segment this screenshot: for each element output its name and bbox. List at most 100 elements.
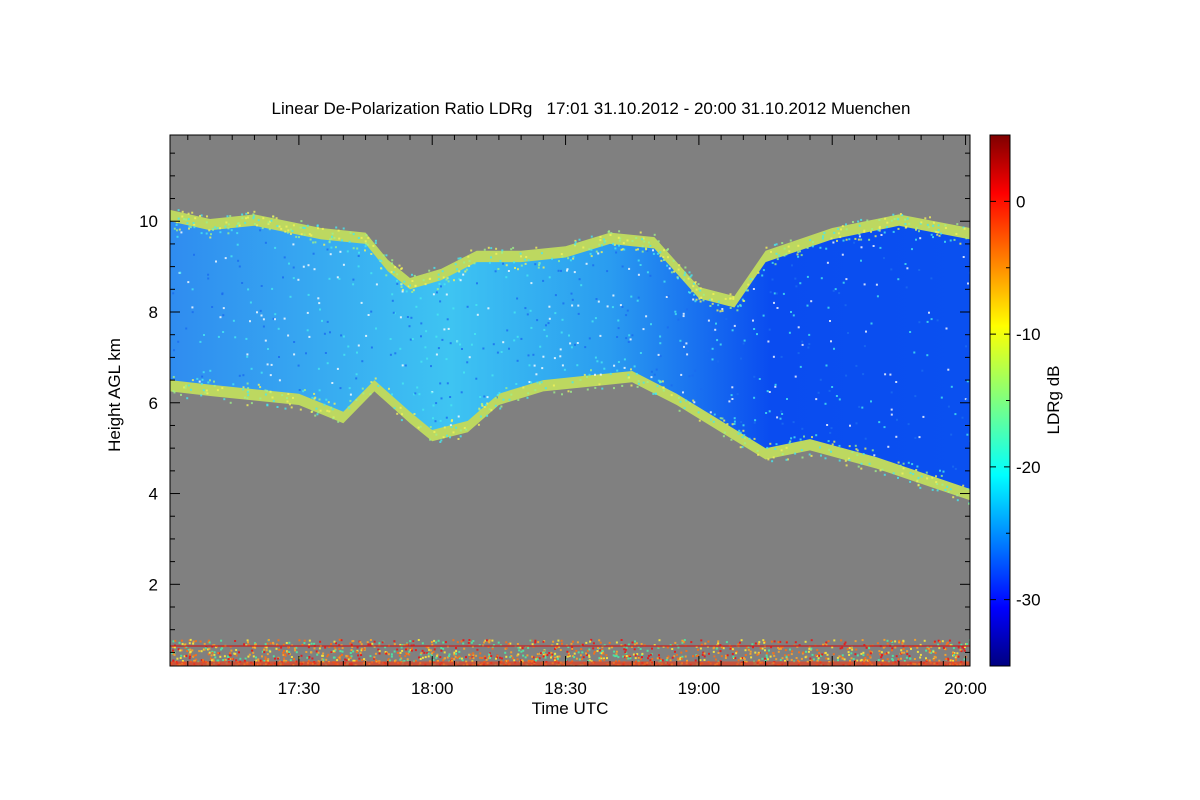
speckle-dot [753, 328, 756, 330]
speckle-dot [965, 398, 968, 401]
boundary-dot [949, 644, 952, 647]
speckle-dot [773, 301, 775, 304]
speckle-dot [321, 227, 324, 230]
boundary-dot [263, 648, 266, 651]
speckle-dot [436, 313, 439, 316]
speckle-dot [424, 283, 427, 286]
speckle-dot [177, 217, 180, 220]
boundary-dot [906, 650, 909, 653]
speckle-dot [833, 347, 835, 350]
speckle-dot [617, 361, 620, 363]
speckle-dot [899, 464, 902, 467]
boundary-dot [400, 657, 403, 660]
boundary-dot [863, 660, 866, 663]
boundary-dot [590, 638, 593, 641]
speckle-dot [878, 225, 881, 228]
speckle-dot [411, 338, 414, 340]
boundary-dot [338, 656, 341, 659]
plot-area [170, 135, 970, 666]
speckle-dot [272, 317, 275, 320]
speckle-dot [429, 438, 432, 441]
boundary-dot [427, 646, 430, 649]
boundary-dot [519, 646, 522, 649]
speckle-dot [380, 267, 383, 270]
speckle-dot [276, 225, 279, 227]
boundary-dot [862, 651, 865, 654]
speckle-dot [625, 314, 628, 317]
speckle-dot [863, 345, 866, 348]
speckle-dot [932, 224, 935, 227]
speckle-dot [331, 232, 334, 235]
speckle-dot [683, 274, 686, 277]
boundary-dot [355, 659, 358, 662]
speckle-dot [209, 379, 211, 382]
boundary-dot [390, 655, 393, 658]
boundary-dot [423, 651, 426, 654]
speckle-dot [246, 355, 249, 358]
speckle-dot [572, 255, 575, 258]
speckle-dot [527, 259, 530, 262]
boundary-dot [448, 655, 450, 658]
boundary-dot [960, 650, 963, 653]
speckle-dot [639, 352, 642, 354]
speckle-dot [396, 273, 399, 276]
boundary-dot [275, 647, 278, 650]
boundary-dot [627, 657, 630, 660]
boundary-dot [228, 654, 231, 657]
speckle-dot [606, 270, 609, 273]
speckle-dot [617, 319, 620, 322]
speckle-dot [318, 302, 321, 305]
x-tick-label-1: 18:00 [411, 679, 454, 698]
boundary-dot [189, 638, 192, 641]
speckle-dot [199, 340, 202, 343]
speckle-dot [657, 379, 660, 382]
x-tick-label-3: 19:00 [678, 679, 721, 698]
boundary-dot [188, 642, 191, 645]
boundary-dot [277, 639, 280, 642]
speckle-dot [569, 259, 572, 262]
speckle-dot [257, 383, 260, 386]
speckle-dot [545, 335, 548, 338]
boundary-dot [796, 645, 799, 648]
speckle-dot [355, 377, 358, 380]
boundary-dot [214, 656, 217, 659]
speckle-dot [492, 343, 495, 346]
speckle-dot [967, 282, 969, 285]
speckle-dot [310, 411, 313, 413]
boundary-dot [919, 656, 922, 659]
speckle-dot [400, 286, 403, 288]
speckle-dot [652, 252, 655, 255]
speckle-dot [895, 435, 898, 438]
speckle-dot [355, 373, 358, 376]
speckle-dot [721, 309, 724, 312]
speckle-dot [551, 257, 553, 260]
boundary-dot [657, 646, 660, 649]
speckle-dot [860, 218, 863, 221]
speckle-dot [328, 410, 331, 413]
speckle-dot [560, 331, 563, 334]
boundary-dot [800, 657, 803, 660]
speckle-dot [858, 224, 861, 227]
boundary-dot [596, 650, 599, 652]
boundary-dot [245, 644, 248, 647]
speckle-dot [856, 454, 859, 457]
speckle-dot [523, 258, 526, 261]
speckle-dot [663, 280, 666, 283]
speckle-dot [488, 408, 491, 411]
speckle-dot [561, 318, 564, 321]
boundary-dot [683, 639, 686, 641]
speckle-dot [225, 221, 228, 224]
boundary-dot [826, 653, 829, 656]
boundary-dot [898, 639, 901, 642]
boundary-dot [307, 646, 310, 649]
speckle-dot [800, 254, 803, 257]
boundary-dot [414, 649, 417, 652]
speckle-dot [250, 402, 253, 405]
speckle-dot [955, 233, 958, 235]
speckle-dot [451, 419, 453, 422]
boundary-dot [762, 639, 765, 642]
speckle-dot [932, 236, 934, 239]
boundary-dot [623, 648, 626, 651]
speckle-dot [636, 299, 639, 302]
boundary-dot [401, 649, 404, 652]
